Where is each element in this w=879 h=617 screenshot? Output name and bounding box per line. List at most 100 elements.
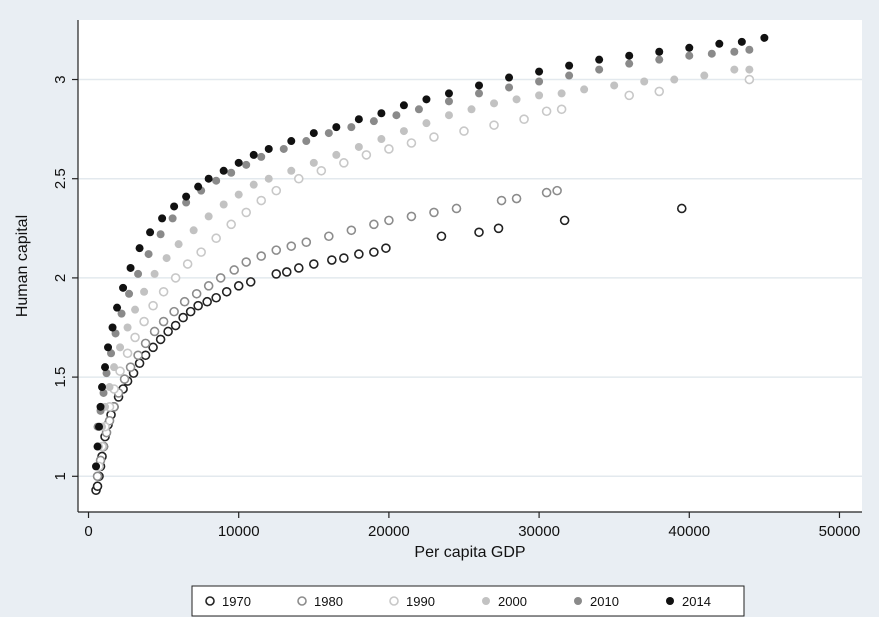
data-point bbox=[203, 281, 214, 291]
data-point bbox=[422, 95, 431, 104]
data-point bbox=[93, 442, 102, 451]
data-point bbox=[406, 138, 417, 148]
legend-label-2014: 2014 bbox=[682, 594, 711, 609]
data-point bbox=[234, 158, 243, 167]
data-point bbox=[541, 187, 552, 198]
data-point bbox=[169, 306, 179, 317]
data-point bbox=[182, 198, 191, 207]
data-point bbox=[384, 144, 394, 154]
data-point bbox=[384, 215, 394, 226]
data-point bbox=[107, 349, 116, 358]
data-point bbox=[737, 37, 746, 46]
data-point bbox=[229, 265, 239, 275]
data-point bbox=[489, 120, 499, 130]
data-point bbox=[369, 247, 379, 257]
data-point bbox=[640, 77, 649, 86]
data-point bbox=[271, 185, 282, 196]
legend-marker-1990 bbox=[389, 596, 399, 606]
data-point bbox=[700, 71, 709, 80]
data-point bbox=[707, 49, 716, 58]
data-point bbox=[125, 362, 136, 372]
data-point bbox=[309, 129, 318, 138]
data-point bbox=[185, 306, 196, 317]
data-point bbox=[115, 366, 125, 376]
data-point bbox=[158, 286, 169, 297]
data-point bbox=[422, 119, 431, 128]
data-point bbox=[414, 105, 423, 114]
data-point bbox=[204, 174, 213, 183]
tick-labels: 0 10000 20000 30000 40000 50000 1 1.5 2 2.5 3 bbox=[52, 75, 860, 540]
data-point bbox=[211, 292, 221, 303]
data-point bbox=[444, 111, 453, 120]
data-point bbox=[655, 55, 664, 64]
data-point bbox=[324, 129, 333, 138]
data-point bbox=[745, 45, 754, 54]
data-point bbox=[429, 132, 439, 142]
data-point bbox=[475, 81, 484, 90]
data-point bbox=[670, 75, 679, 84]
data-point bbox=[685, 51, 694, 60]
x-tick-label: 40000 bbox=[668, 523, 710, 540]
data-point bbox=[279, 144, 288, 153]
legend-box bbox=[191, 585, 745, 617]
data-point bbox=[541, 106, 552, 117]
plot-area bbox=[78, 20, 862, 512]
data-point bbox=[140, 287, 149, 296]
data-point bbox=[212, 176, 221, 185]
data-point bbox=[189, 226, 198, 235]
data-point bbox=[654, 86, 665, 97]
data-point bbox=[565, 71, 574, 80]
data-point bbox=[148, 342, 158, 353]
data-point bbox=[119, 283, 128, 292]
data-point bbox=[715, 39, 724, 48]
data-point bbox=[233, 281, 244, 291]
data-point bbox=[126, 263, 135, 272]
data-point bbox=[234, 190, 243, 199]
data-point bbox=[339, 253, 349, 263]
series-1980 bbox=[92, 185, 562, 482]
data-point bbox=[202, 296, 212, 307]
data-point bbox=[135, 244, 144, 253]
data-point bbox=[361, 150, 372, 160]
data-point bbox=[193, 300, 203, 311]
data-point bbox=[392, 111, 401, 120]
data-point bbox=[685, 43, 694, 52]
data-point bbox=[511, 193, 522, 204]
data-point bbox=[535, 91, 544, 100]
data-point bbox=[191, 288, 202, 299]
data-point bbox=[95, 422, 104, 431]
legend-label-1990: 1990 bbox=[406, 594, 435, 609]
data-point bbox=[293, 173, 304, 184]
data-point bbox=[676, 203, 687, 214]
data-point bbox=[369, 117, 378, 126]
data-point bbox=[226, 219, 236, 230]
data-point bbox=[332, 123, 341, 132]
data-point bbox=[490, 99, 499, 108]
data-point bbox=[119, 374, 130, 384]
data-point bbox=[249, 180, 258, 189]
data-point bbox=[444, 89, 453, 98]
data-point bbox=[625, 59, 634, 68]
data-point bbox=[624, 90, 635, 101]
data-point bbox=[271, 245, 282, 255]
data-point bbox=[475, 89, 484, 98]
data-point bbox=[535, 67, 544, 76]
data-point bbox=[760, 33, 769, 42]
data-point bbox=[241, 207, 252, 218]
legend-label-2010: 2010 bbox=[590, 594, 619, 609]
data-point bbox=[92, 471, 103, 482]
data-point bbox=[219, 200, 228, 209]
data-point bbox=[140, 338, 151, 349]
data-point bbox=[156, 230, 165, 239]
data-point bbox=[257, 152, 266, 161]
data-point bbox=[286, 241, 297, 251]
data-point bbox=[117, 309, 126, 318]
data-point bbox=[354, 249, 364, 259]
data-point bbox=[436, 231, 447, 242]
data-point bbox=[146, 228, 155, 237]
data-point bbox=[149, 326, 160, 337]
legend-marker-1970 bbox=[205, 596, 215, 606]
data-point bbox=[399, 101, 408, 110]
